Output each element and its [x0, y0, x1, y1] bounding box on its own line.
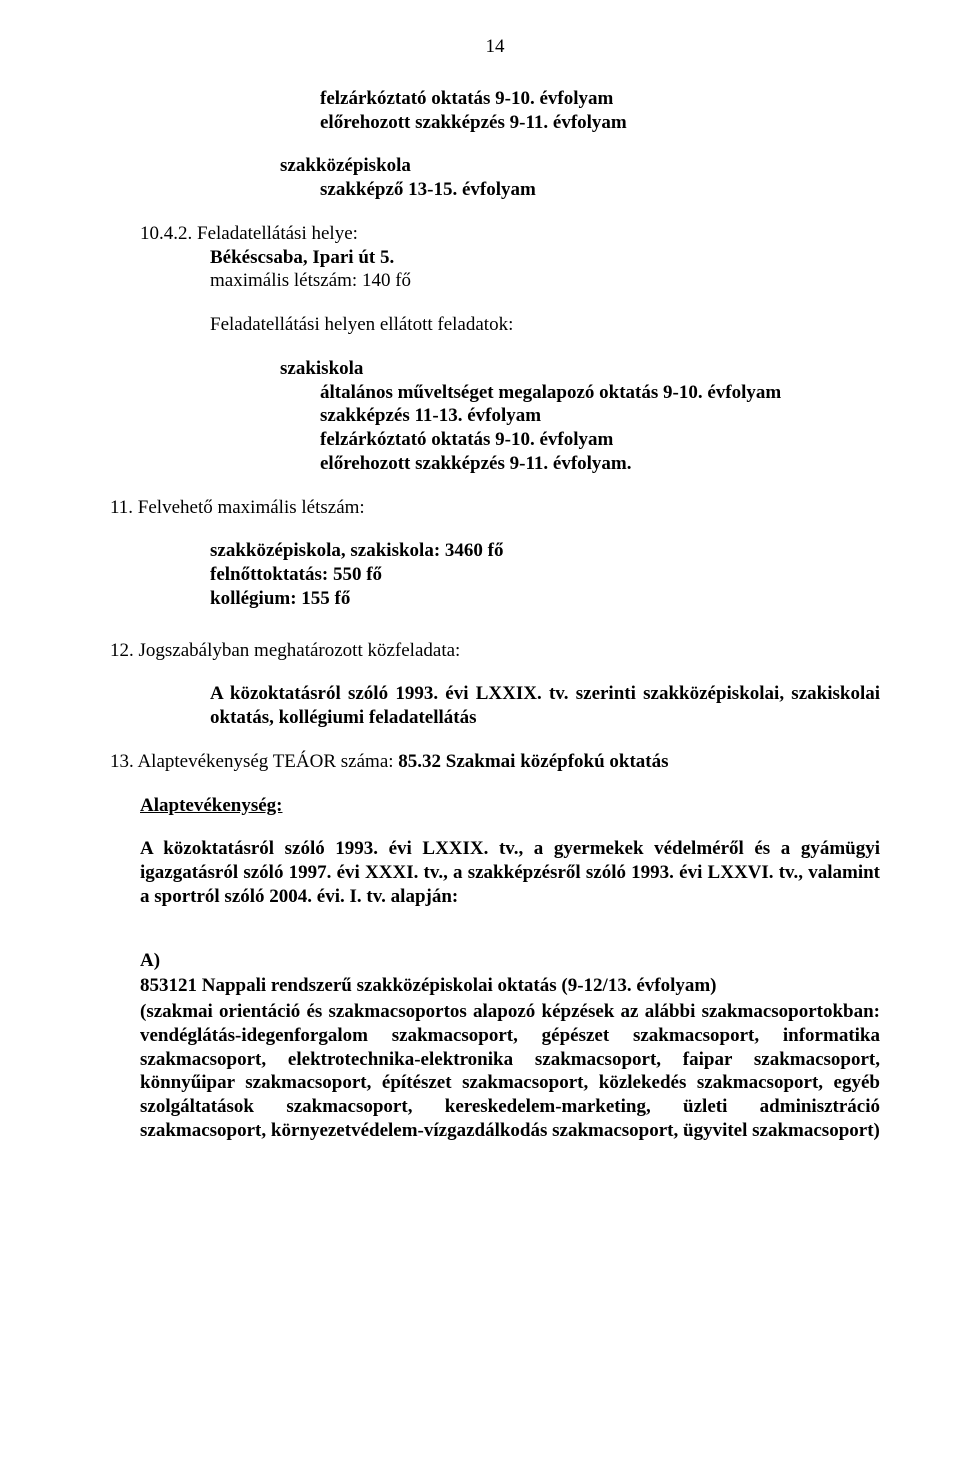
item-line: általános műveltséget megalapozó oktatás… [110, 381, 880, 405]
section-label: 10.4.2. Feladatellátási helye: [110, 222, 880, 246]
intro-block: felzárkóztató oktatás 9-10. évfolyam elő… [110, 87, 880, 135]
item-line: felnőttoktatás: 550 fő [110, 563, 880, 587]
section-A-label: A) [140, 949, 880, 973]
section-A-title: 853121 Nappali rendszerű szakközépiskola… [140, 974, 880, 998]
szakkozep-block: szakközépiskola szakképző 13-15. évfolya… [110, 154, 880, 202]
intro-line: szakképző 13-15. évfolyam [110, 178, 880, 202]
section-12-body: A közoktatásról szóló 1993. évi LXXIX. t… [110, 682, 880, 730]
document-page: 14 felzárkóztató oktatás 9-10. évfolyam … [0, 0, 960, 1458]
intro-line: előrehozott szakképzés 9-11. évfolyam [110, 111, 880, 135]
intro-line: felzárkóztató oktatás 9-10. évfolyam [110, 87, 880, 111]
section-12-text: A közoktatásról szóló 1993. évi LXXIX. t… [110, 682, 880, 730]
alap-heading: Alaptevékenység: [110, 794, 880, 818]
szakiskola-block: szakiskola általános műveltséget megalap… [110, 357, 880, 476]
section-13-bold: 85.32 Szakmai középfokú oktatás [398, 751, 668, 772]
section-12-title: 12. Jogszabályban meghatározott közfelad… [110, 639, 880, 663]
section-13-prefix: 13. Alaptevékenység TEÁOR száma: [110, 751, 398, 772]
alap-body-block: A közoktatásról szóló 1993. évi LXXIX. t… [110, 837, 880, 908]
item-line: felzárkóztató oktatás 9-10. évfolyam [110, 428, 880, 452]
item-line: kollégium: 155 fő [110, 587, 880, 611]
feladatok-block: Feladatellátási helyen ellátott feladato… [110, 313, 880, 337]
section-A-body: (szakmai orientáció és szakmacsoportos a… [140, 1000, 880, 1143]
section-A: A) 853121 Nappali rendszerű szakközépisk… [110, 949, 880, 1143]
section-11: 11. Felvehető maximális létszám: [110, 496, 880, 520]
max-letszam: maximális létszám: 140 fő [110, 269, 880, 293]
section-11-items: szakközépiskola, szakiskola: 3460 fő fel… [110, 539, 880, 610]
szakiskola-label: szakiskola [110, 357, 880, 381]
section-13-line: 13. Alaptevékenység TEÁOR száma: 85.32 S… [110, 750, 880, 774]
feladatok-title: Feladatellátási helyen ellátott feladato… [110, 313, 880, 337]
item-line: előrehozott szakképzés 9-11. évfolyam. [110, 452, 880, 476]
section-12: 12. Jogszabályban meghatározott közfelad… [110, 639, 880, 663]
section-13: 13. Alaptevékenység TEÁOR száma: 85.32 S… [110, 750, 880, 774]
item-line: szakközépiskola, szakiskola: 3460 fő [110, 539, 880, 563]
alap-body: A közoktatásról szóló 1993. évi LXXIX. t… [110, 837, 880, 908]
section-11-title: 11. Felvehető maximális létszám: [110, 496, 880, 520]
intro-line: szakközépiskola [110, 154, 880, 178]
item-line: szakképzés 11-13. évfolyam [110, 404, 880, 428]
section-10-4-2: 10.4.2. Feladatellátási helye: Békéscsab… [110, 222, 880, 293]
alap-heading-block: Alaptevékenység: [110, 794, 880, 818]
location: Békéscsaba, Ipari út 5. [110, 246, 880, 270]
page-number: 14 [110, 35, 880, 59]
